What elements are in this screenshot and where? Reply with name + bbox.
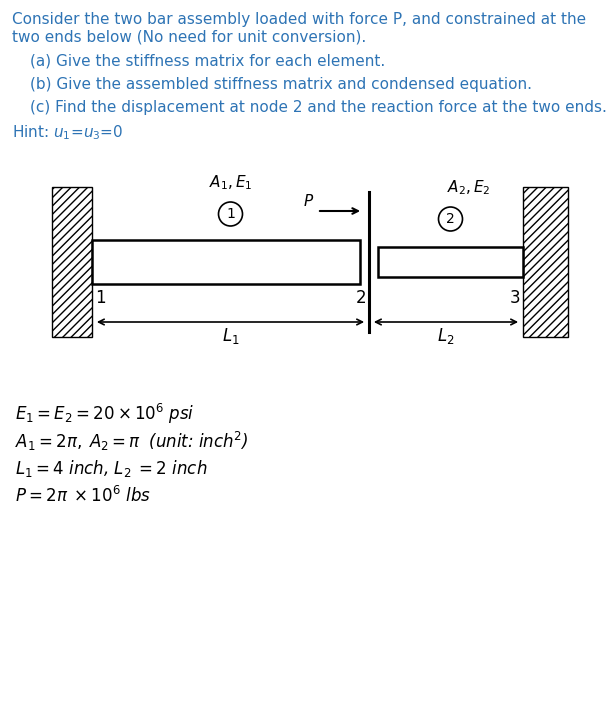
- Text: (b) Give the assembled stiffness matrix and condensed equation.: (b) Give the assembled stiffness matrix …: [30, 77, 532, 92]
- Bar: [52, 187, 92, 337]
- Text: $A_1, E_1$: $A_1, E_1$: [208, 173, 252, 192]
- Text: 2: 2: [355, 289, 366, 307]
- Circle shape: [218, 202, 242, 226]
- Text: $L_2$: $L_2$: [437, 326, 454, 346]
- Text: 3: 3: [509, 289, 520, 307]
- Text: $E_1 = E_2 = 20 \times 10^6$ psi: $E_1 = E_2 = 20 \times 10^6$ psi: [15, 402, 194, 426]
- Text: 2: 2: [446, 212, 455, 226]
- Text: $P$: $P$: [303, 193, 314, 209]
- Text: $A_1 = 2\pi,\; A_2 = \pi\;$ (unit: inch$^2$): $A_1 = 2\pi,\; A_2 = \pi\;$ (unit: inch$…: [15, 430, 248, 453]
- Text: 1: 1: [95, 289, 106, 307]
- Text: $P = 2\pi\; \times 10^6$ lbs: $P = 2\pi\; \times 10^6$ lbs: [15, 486, 151, 506]
- Circle shape: [438, 207, 462, 231]
- Text: (a) Give the stiffness matrix for each element.: (a) Give the stiffness matrix for each e…: [30, 54, 385, 69]
- Text: two ends below (No need for unit conversion).: two ends below (No need for unit convers…: [12, 30, 367, 45]
- Text: (c) Find the displacement at node 2 and the reaction force at the two ends.: (c) Find the displacement at node 2 and …: [30, 100, 607, 115]
- Text: Hint: $u_1$=$u_3$=0: Hint: $u_1$=$u_3$=0: [12, 123, 124, 142]
- Bar: [378, 247, 523, 277]
- Text: $A_2, E_2$: $A_2, E_2$: [446, 178, 490, 197]
- Bar: [523, 187, 568, 337]
- Text: 1: 1: [226, 207, 235, 221]
- Bar: [92, 240, 360, 284]
- Text: $L_1 = 4$ inch, $L_2\; = 2$ inch: $L_1 = 4$ inch, $L_2\; = 2$ inch: [15, 458, 207, 479]
- Text: Consider the two bar assembly loaded with force P, and constrained at the: Consider the two bar assembly loaded wit…: [12, 12, 586, 27]
- Text: $L_1$: $L_1$: [221, 326, 239, 346]
